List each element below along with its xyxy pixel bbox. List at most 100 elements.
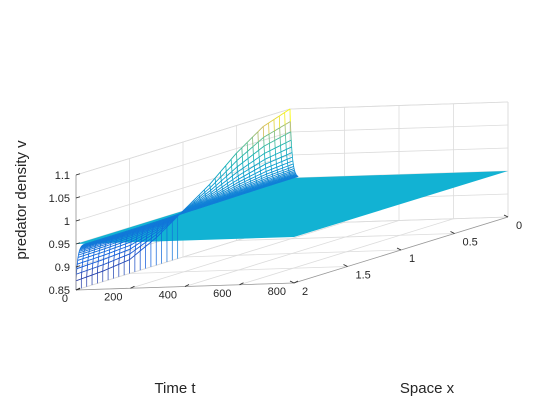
surface-segment — [268, 179, 275, 183]
surface-segment — [242, 189, 248, 193]
surface-segment — [115, 240, 122, 244]
surface-segment — [210, 188, 217, 193]
surface-segment — [285, 176, 292, 179]
surface-segment — [270, 181, 276, 185]
box-top-edge — [75, 108, 291, 176]
surface-segment — [231, 166, 238, 172]
surface-segment — [116, 235, 123, 239]
surface-segment — [109, 247, 116, 251]
surface-segment — [284, 121, 291, 126]
surface-segment — [133, 230, 139, 234]
surface-segment — [223, 189, 229, 193]
surface-segment — [117, 234, 124, 238]
surface-segment — [214, 197, 220, 201]
surface-segment — [90, 244, 96, 248]
surface-segment — [87, 258, 94, 261]
surface-segment — [142, 230, 148, 235]
surface-segment — [258, 184, 265, 188]
surface-segment — [113, 257, 120, 261]
surface-segment — [279, 175, 285, 179]
surface-segment — [216, 186, 223, 192]
surface-segment — [281, 158, 288, 162]
surface-segment — [140, 241, 147, 247]
surface-segment — [276, 164, 283, 168]
surface-segment — [208, 199, 215, 203]
surface-segment — [271, 182, 277, 186]
surface-segment — [247, 187, 254, 191]
surface-segment — [189, 203, 196, 209]
surface-segment — [162, 220, 169, 225]
surface-segment — [140, 238, 147, 243]
surface-segment — [138, 228, 145, 232]
surface-segment — [167, 218, 174, 224]
surface-segment — [167, 217, 174, 223]
surface-segment — [217, 190, 224, 195]
surface-segment — [195, 200, 201, 205]
surface-segment — [116, 238, 122, 242]
surface-segment — [99, 245, 106, 249]
surface-segment — [268, 178, 274, 182]
surface-segment — [100, 242, 107, 245]
surface-segment — [202, 200, 208, 205]
surface-segment — [248, 165, 255, 170]
surface-segment — [82, 264, 88, 268]
surface-segment — [223, 198, 229, 201]
surface-segment — [226, 175, 233, 181]
surface-segment — [260, 173, 267, 177]
surface-segment — [86, 268, 93, 271]
surface-segment — [263, 122, 269, 127]
surface-segment — [260, 167, 266, 172]
surface-segment — [136, 235, 143, 240]
surface-segment — [84, 246, 91, 249]
surface-segment — [201, 199, 208, 204]
z-tick-label: 1 — [64, 216, 70, 228]
surface-segment — [142, 229, 149, 233]
surface-segment — [79, 249, 85, 252]
surface-segment — [80, 245, 87, 248]
surface-segment — [148, 225, 154, 229]
t-tick-label: 600 — [213, 288, 231, 300]
surface-segment — [127, 232, 134, 235]
surface-segment — [223, 190, 230, 195]
surface-segment — [291, 174, 297, 178]
surface-segment — [259, 163, 266, 168]
surface-segment — [204, 184, 211, 190]
surface-segment — [222, 185, 229, 190]
surface-segment — [199, 194, 206, 199]
surface-segment — [268, 119, 275, 124]
surface-segment — [237, 172, 244, 177]
surface-segment — [237, 167, 244, 173]
surface-segment — [82, 256, 89, 260]
t-tick-label: 800 — [268, 286, 286, 298]
surface-segment — [205, 194, 212, 199]
surface-segment — [243, 172, 250, 177]
surface-segment — [228, 188, 235, 192]
surface-segment — [85, 245, 91, 248]
surface-segment — [256, 178, 262, 182]
surface-segment — [265, 168, 272, 172]
x-tick-label: 1.5 — [356, 270, 371, 282]
surface-segment — [79, 246, 86, 250]
surface-segment — [135, 241, 142, 246]
surface-segment — [107, 266, 114, 270]
surface-segment — [230, 191, 236, 195]
surface-segment — [204, 190, 211, 195]
surface-segment — [252, 185, 259, 188]
surface-segment — [220, 175, 227, 182]
surface-segment — [162, 222, 169, 228]
surface-segment — [80, 245, 86, 249]
surface-segment — [93, 250, 100, 253]
surface-segment — [88, 251, 95, 255]
surface-segment — [78, 252, 84, 256]
surface-segment — [246, 136, 253, 143]
surface-segment — [104, 249, 110, 253]
surface-segment — [274, 137, 281, 141]
surface-segment — [243, 168, 250, 173]
surface-segment — [287, 163, 294, 167]
surface-segment — [132, 232, 138, 236]
surface-segment — [276, 181, 283, 184]
surface-segment — [225, 165, 232, 172]
surface-segment — [250, 178, 257, 182]
surface-segment — [207, 199, 214, 203]
surface-segment — [148, 224, 155, 228]
